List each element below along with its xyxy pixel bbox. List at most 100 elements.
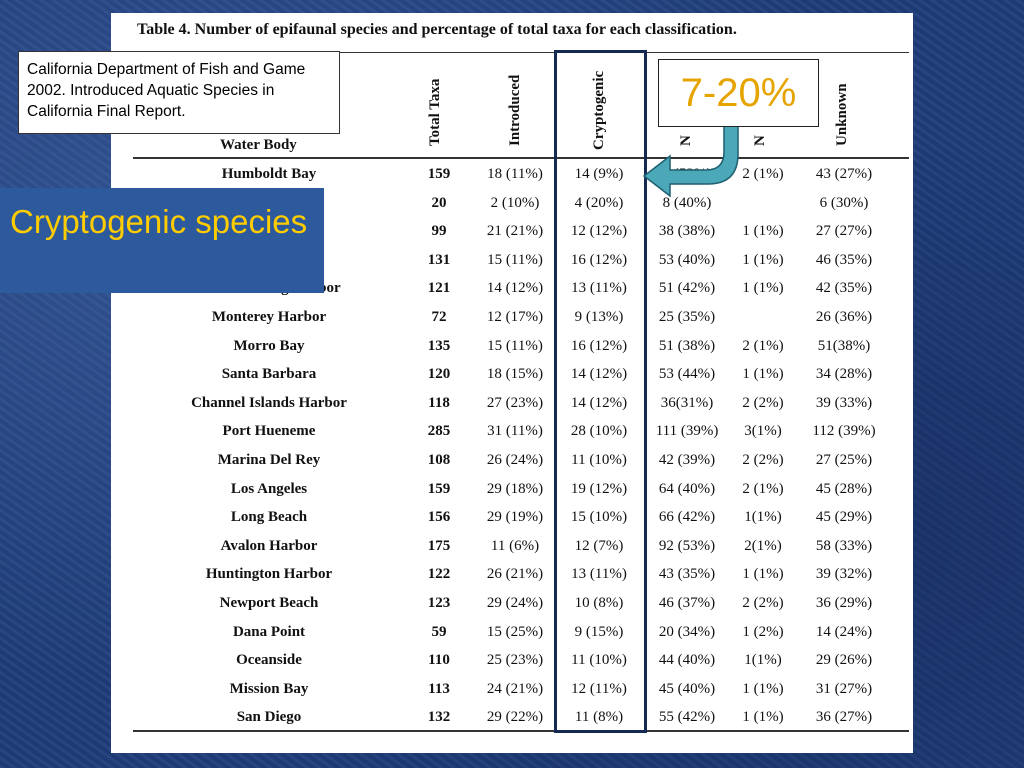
row-unknown: 46 (35%) [815, 251, 873, 268]
percent-callout: 7-20% [658, 59, 819, 127]
row-unknown: 58 (33%) [815, 537, 873, 554]
row-cryptogenic: 11 (8%) [574, 709, 624, 726]
row-unknown: 14 (24%) [815, 623, 873, 640]
row-total-taxa: 285 [427, 423, 451, 440]
row-native-2: 1 (2%) [742, 623, 784, 640]
row-cryptogenic: 9 (13%) [574, 309, 624, 325]
row-total-taxa: 120 [427, 366, 451, 383]
row-introduced: 2 (10%) [490, 194, 540, 211]
row-water-body: Avalon Harbor [220, 537, 318, 554]
row-introduced: 15 (11%) [487, 337, 543, 354]
row-native-2: 1(1%) [744, 509, 782, 526]
row-total-taxa: 20 [431, 194, 447, 211]
row-introduced: 26 (24%) [486, 452, 544, 468]
row-water-body: Port Hueneme [222, 423, 316, 440]
row-native-2: 1 (1%) [742, 251, 784, 268]
row-cryptogenic: 16 (12%) [570, 251, 628, 268]
table-row: Long Beach 156 29 (19%) 15 (10%) 66 (42%) 1(1… [111, 505, 913, 533]
row-water-body: Mission Bay [229, 680, 309, 697]
row-introduced: 26 (21%) [486, 566, 544, 583]
row-native-1: 66 (42%) [658, 509, 716, 526]
row-native-1: 51 (42%) [658, 280, 716, 297]
table-row: Huntington Harbor 122 26 (21%) 13 (11%) 43 (… [111, 562, 913, 590]
row-water-body: Huntington Harbor [205, 566, 333, 583]
row-total-taxa: 123 [427, 595, 451, 611]
row-native-1: 20 (34%) [658, 623, 716, 640]
row-unknown: 39 (32%) [815, 566, 873, 583]
row-native-1: 45 (40%) [658, 680, 716, 697]
row-introduced: 21 (21%) [486, 223, 544, 240]
row-cryptogenic: 16 (12%) [570, 337, 628, 354]
row-native-1: 25 (35%) [658, 309, 716, 325]
row-introduced: 27 (23%) [486, 394, 544, 411]
row-native-1: 8 (40%) [662, 194, 712, 211]
row-unknown: 45 (29%) [815, 509, 873, 526]
row-total-taxa: 122 [427, 566, 451, 583]
row-total-taxa: 156 [427, 509, 451, 526]
row-introduced: 29 (19%) [486, 509, 544, 526]
table-row: Channel Islands Harbor 118 27 (23%) 14 (12%… [111, 391, 913, 419]
table-row: Mission Bay 113 24 (21%) 12 (11%) 45 (40%) 1 … [111, 677, 913, 705]
row-unknown: 42 (35%) [815, 280, 873, 297]
arrow-shape [642, 121, 739, 198]
row-introduced: 31 (11%) [487, 423, 543, 440]
row-unknown: 6 (30%) [819, 194, 869, 211]
row-native-2: 1 (1%) [742, 566, 784, 583]
row-cryptogenic: 10 (8%) [574, 595, 624, 611]
row-cryptogenic: 14 (12%) [570, 366, 628, 383]
row-unknown: 31 (27%) [815, 680, 873, 697]
row-cryptogenic: 12 (12%) [570, 223, 628, 240]
row-native-2: 2(1%) [744, 537, 782, 554]
row-native-2: 2 (2%) [742, 452, 784, 468]
row-native-2: 2 (2%) [742, 595, 784, 611]
row-cryptogenic: 28 (10%) [570, 423, 628, 440]
table-row: 131 15 (11%) 16 (12%) 53 (40%) 1 (1%) 46 (35%… [111, 248, 913, 276]
table-row: Dana Point 59 15 (25%) 9 (15%) 20 (34%) 1 (2%… [111, 620, 913, 648]
row-unknown: 36 (27%) [815, 709, 873, 726]
row-native-1: 36(31%) [660, 394, 714, 411]
table-row: Oceanside 110 25 (23%) 11 (10%) 44 (40%) 1(1%… [111, 648, 913, 676]
row-unknown: 27 (25%) [815, 452, 873, 468]
row-native-1: 43 (35%) [658, 566, 716, 583]
row-cryptogenic: 4 (20%) [574, 194, 624, 211]
table-row: Los Angeles 159 29 (18%) 19 (12%) 64 (40%) 2 … [111, 477, 913, 505]
row-total-taxa: 99 [431, 223, 447, 240]
row-native-1: 42 (39%) [658, 452, 716, 468]
row-native-1: 64 (40%) [658, 480, 716, 497]
row-unknown: 27 (27%) [815, 223, 873, 240]
row-introduced: 29 (24%) [486, 595, 544, 611]
row-water-body: Los Angeles [230, 480, 308, 497]
row-introduced: 15 (25%) [486, 623, 544, 640]
table-row: Marina Del Rey 108 26 (24%) 11 (10%) 42 (39%… [111, 448, 913, 476]
row-water-body: Oceanside [236, 652, 302, 669]
row-introduced: 15 (11%) [487, 251, 543, 268]
row-native-1: 46 (37%) [658, 595, 716, 611]
row-water-body: San Diego [236, 709, 302, 726]
row-cryptogenic: 14 (12%) [570, 394, 628, 411]
row-unknown: 43 (27%) [815, 166, 873, 182]
table-row: Avalon Harbor 175 11 (6%) 12 (7%) 92 (53%) 2(… [111, 534, 913, 562]
row-introduced: 29 (18%) [486, 480, 544, 497]
table-row: Monterey Harbor 72 12 (17%) 9 (13%) 25 (35%)… [111, 305, 913, 333]
row-water-body: Humboldt Bay [221, 166, 317, 182]
row-unknown: 39 (33%) [815, 394, 873, 411]
row-unknown: 36 (29%) [815, 595, 873, 611]
cryptogenic-column-highlight [554, 50, 647, 733]
header-total-taxa: Total Taxa [427, 78, 443, 146]
row-introduced: 24 (21%) [486, 680, 544, 697]
row-cryptogenic: 13 (11%) [571, 566, 627, 583]
row-water-body: Marina Del Rey [217, 452, 321, 468]
row-water-body: Dana Point [232, 623, 306, 640]
row-introduced: 18 (15%) [486, 366, 544, 383]
table-top-rule [133, 52, 909, 53]
table-row: Newport Beach 123 29 (24%) 10 (8%) 46 (37%) 2… [111, 591, 913, 619]
row-total-taxa: 135 [427, 337, 451, 354]
row-native-2: 1 (1%) [742, 709, 784, 726]
row-water-body: Monterey Harbor [211, 309, 327, 325]
row-total-taxa: 113 [428, 680, 450, 697]
table-row: Port Hueneme 285 31 (11%) 28 (10%) 111 (39%)… [111, 419, 913, 447]
row-total-taxa: 108 [427, 452, 451, 468]
row-total-taxa: 175 [427, 537, 451, 554]
header-native-2: N [752, 135, 768, 146]
